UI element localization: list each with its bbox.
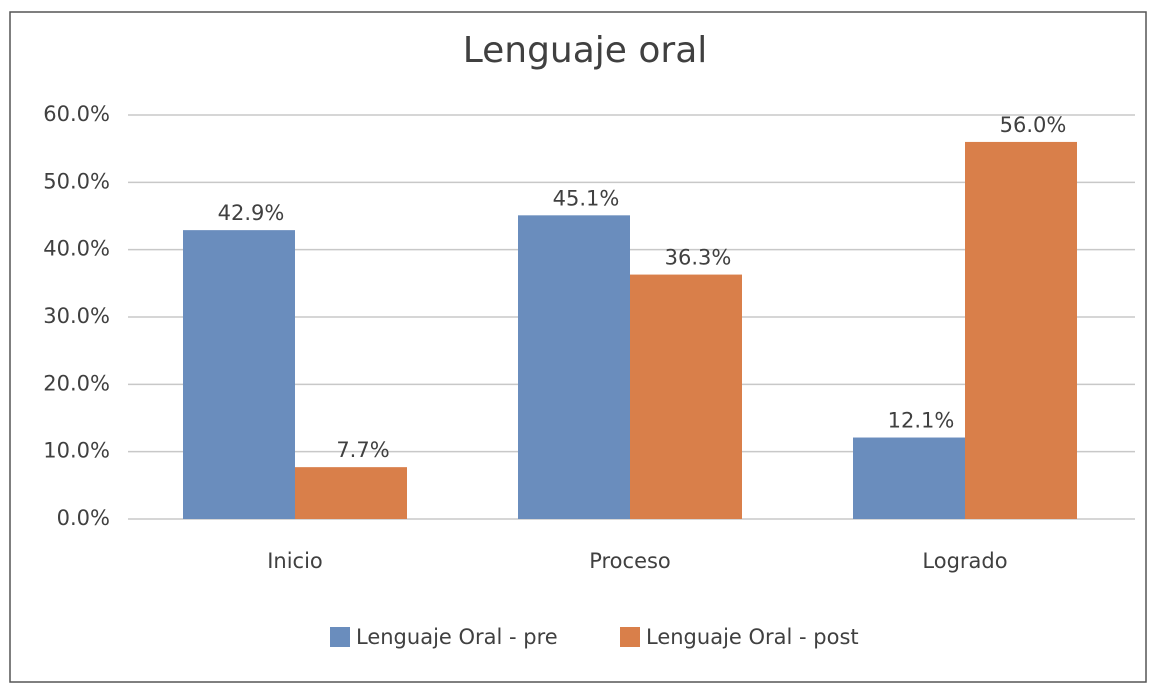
y-tick-label: 30.0% [43, 304, 110, 328]
y-tick-label: 50.0% [43, 169, 110, 193]
bar [965, 141, 1077, 519]
data-label: 12.1% [888, 409, 955, 433]
bar [518, 215, 630, 519]
y-tick-label: 10.0% [43, 439, 110, 463]
y-tick-label: 60.0% [43, 102, 110, 126]
legend-label: Lenguaje Oral - post [646, 625, 859, 649]
legend-swatch [620, 627, 640, 647]
y-tick-label: 20.0% [43, 371, 110, 395]
x-tick-label: Inicio [267, 549, 323, 573]
bar [853, 437, 965, 519]
data-label: 7.7% [336, 438, 389, 462]
x-tick-label: Logrado [922, 549, 1007, 573]
data-label: 45.1% [553, 186, 620, 210]
bar [630, 274, 742, 519]
bar [295, 467, 407, 519]
data-label: 42.9% [218, 201, 285, 225]
bar [183, 230, 295, 519]
x-tick-label: Proceso [589, 549, 671, 573]
y-tick-label: 0.0% [57, 506, 110, 530]
data-label: 56.0% [1000, 113, 1067, 137]
legend-label: Lenguaje Oral - pre [356, 625, 558, 649]
legend-swatch [330, 627, 350, 647]
chart-title: Lenguaje oral [463, 30, 708, 71]
data-label: 36.3% [665, 246, 732, 270]
y-tick-label: 40.0% [43, 237, 110, 261]
